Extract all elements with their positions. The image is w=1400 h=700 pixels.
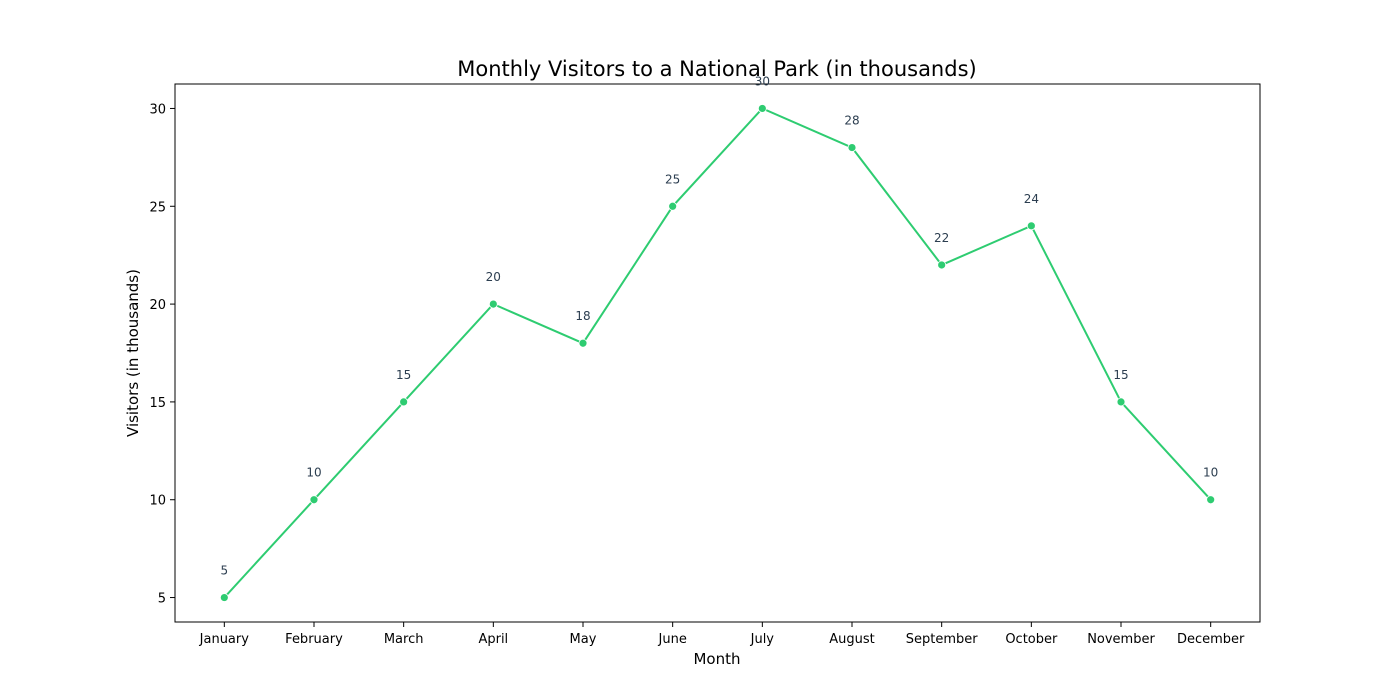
y-tick-label: 30 bbox=[149, 102, 166, 117]
data-point bbox=[219, 593, 229, 602]
x-axis: January February March April May June July Augu… bbox=[199, 622, 1245, 647]
data-point bbox=[309, 495, 319, 505]
data-point bbox=[757, 104, 767, 113]
series-line-visitors bbox=[223, 107, 1212, 599]
data-point bbox=[1206, 495, 1216, 505]
data-point bbox=[1026, 221, 1036, 231]
x-tick-label: February bbox=[285, 632, 343, 647]
data-label: 28 bbox=[844, 114, 859, 128]
x-tick-label: May bbox=[570, 632, 597, 647]
y-tick-label: 25 bbox=[149, 200, 166, 215]
x-tick-label: August bbox=[829, 632, 875, 647]
x-tick-label: June bbox=[658, 632, 687, 647]
y-tick-label: 20 bbox=[149, 298, 166, 313]
x-axis-label: Month bbox=[693, 650, 740, 668]
chart-title: Monthly Visitors to a National Park (in … bbox=[457, 57, 976, 81]
x-tick-label: July bbox=[750, 632, 775, 647]
data-point bbox=[937, 260, 947, 270]
data-label: 15 bbox=[1113, 368, 1128, 382]
data-point bbox=[488, 299, 498, 309]
x-tick-label: December bbox=[1177, 632, 1245, 647]
series-markers bbox=[219, 104, 1216, 602]
x-tick-label: March bbox=[384, 632, 424, 647]
data-label: 10 bbox=[1203, 466, 1218, 480]
y-axis: 5 10 15 20 25 30 bbox=[149, 102, 175, 607]
data-label: 5 bbox=[220, 564, 228, 578]
x-tick-label: January bbox=[199, 632, 250, 647]
y-tick-label: 15 bbox=[149, 396, 166, 411]
data-point bbox=[578, 338, 588, 348]
data-label: 24 bbox=[1024, 192, 1039, 206]
x-tick-label: October bbox=[1005, 632, 1058, 647]
data-label: 25 bbox=[665, 172, 680, 186]
data-label: 22 bbox=[934, 231, 949, 245]
data-point bbox=[847, 143, 857, 152]
data-label: 30 bbox=[755, 74, 770, 88]
data-point bbox=[1116, 397, 1126, 407]
plot-frame bbox=[174, 83, 1261, 623]
y-tick-label: 10 bbox=[149, 494, 166, 509]
x-tick-label: September bbox=[906, 632, 979, 647]
data-label: 18 bbox=[575, 309, 590, 323]
y-tick-label: 5 bbox=[158, 592, 166, 607]
x-tick-label: April bbox=[478, 632, 508, 647]
data-label: 20 bbox=[486, 270, 501, 284]
data-labels: 5 10 15 20 18 25 30 28 22 24 15 10 bbox=[220, 74, 1218, 577]
data-label: 15 bbox=[396, 368, 411, 382]
data-point bbox=[668, 201, 678, 211]
x-tick-label: November bbox=[1087, 632, 1155, 647]
data-label: 10 bbox=[306, 466, 321, 480]
data-point bbox=[399, 397, 409, 407]
y-axis-label: Visitors (in thousands) bbox=[124, 269, 142, 437]
